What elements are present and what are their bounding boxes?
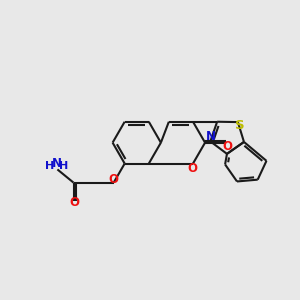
Text: S: S	[235, 118, 244, 131]
Text: N: N	[52, 157, 62, 170]
Text: O: O	[109, 172, 118, 186]
Text: H: H	[59, 161, 68, 172]
Text: O: O	[70, 196, 80, 209]
Text: O: O	[223, 140, 233, 153]
Text: O: O	[187, 162, 197, 175]
Text: N: N	[206, 130, 216, 143]
Text: H: H	[44, 161, 54, 172]
